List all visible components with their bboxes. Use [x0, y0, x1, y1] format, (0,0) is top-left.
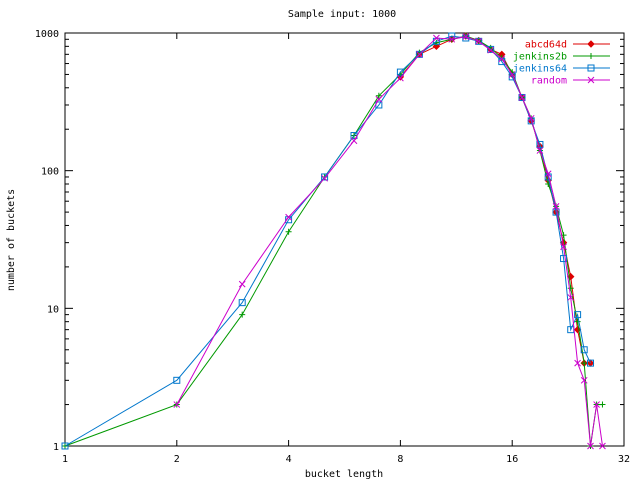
data-point	[518, 94, 526, 101]
x-axis-label: bucket length	[305, 469, 383, 480]
data-point	[552, 208, 560, 216]
data-point	[448, 35, 456, 43]
data-point	[487, 45, 495, 53]
data-point	[574, 311, 582, 319]
data-point	[375, 92, 382, 99]
data-point	[433, 34, 440, 42]
x-tick-label: 32	[618, 454, 630, 465]
data-point	[61, 442, 69, 450]
data-point	[173, 376, 181, 384]
data-point	[285, 228, 292, 235]
series-jenkins64	[61, 32, 595, 450]
legend-label: jenkins64	[513, 64, 567, 75]
series-layer	[61, 32, 606, 450]
x-tick-label: 1	[62, 454, 68, 465]
data-point	[239, 311, 246, 318]
data-point	[508, 71, 516, 78]
data-point	[567, 294, 575, 301]
data-point	[593, 401, 600, 408]
data-point	[544, 170, 552, 178]
x-axis: 1 2 4 8 16 32	[62, 33, 630, 465]
data-point	[285, 213, 292, 221]
data-point	[415, 50, 423, 58]
data-point	[536, 147, 544, 154]
data-point	[238, 299, 246, 307]
series-line	[176, 36, 603, 447]
legend-marker	[588, 53, 594, 59]
y-tick-label: 10	[47, 304, 59, 315]
x-tick-label: 16	[506, 454, 518, 465]
data-point	[567, 285, 574, 292]
data-point	[587, 442, 594, 450]
data-point	[397, 74, 404, 82]
legend-marker	[587, 40, 595, 48]
y-tick-label: 100	[41, 167, 59, 178]
data-point	[574, 318, 581, 325]
data-point	[498, 55, 506, 63]
legend-label: jenkins2b	[513, 52, 567, 63]
legend-marker	[587, 64, 595, 72]
data-point	[552, 203, 560, 210]
plot-frame	[64, 32, 625, 447]
data-point	[173, 401, 181, 408]
chart-title: Sample input: 1000	[288, 9, 396, 20]
data-point	[375, 95, 383, 103]
data-point	[396, 68, 404, 76]
data-point	[580, 376, 588, 384]
data-point	[527, 114, 535, 122]
data-point	[536, 140, 544, 148]
data-point	[321, 173, 329, 181]
x-tick-label: 2	[174, 454, 180, 465]
data-point	[586, 359, 595, 367]
y-axis: 1 10 100 1000	[35, 29, 624, 453]
series-random	[173, 33, 606, 450]
legend-label: random	[531, 76, 567, 87]
data-point	[560, 243, 567, 251]
data-point	[518, 93, 526, 101]
y-tick-label: 1	[53, 442, 59, 453]
legend-marker	[587, 76, 595, 84]
x-tick-label: 8	[397, 454, 403, 465]
data-point	[599, 401, 606, 408]
data-point	[432, 42, 441, 51]
x-tick-label: 4	[286, 454, 292, 465]
data-point	[416, 50, 423, 58]
data-point	[321, 174, 328, 182]
data-point	[462, 33, 470, 41]
data-point	[238, 280, 246, 288]
y-tick-label: 1000	[35, 29, 59, 40]
data-point	[581, 360, 588, 367]
legend-label: abcd64d	[525, 40, 567, 51]
y-axis-label: number of buckets	[6, 189, 17, 291]
series-line	[64, 35, 591, 447]
data-point	[574, 359, 581, 367]
data-point	[475, 37, 483, 45]
data-point	[487, 46, 495, 54]
data-point	[580, 346, 588, 354]
data-point	[599, 442, 606, 450]
data-point	[560, 255, 568, 263]
data-point	[587, 359, 595, 367]
data-point	[475, 37, 483, 45]
data-point	[350, 137, 358, 145]
